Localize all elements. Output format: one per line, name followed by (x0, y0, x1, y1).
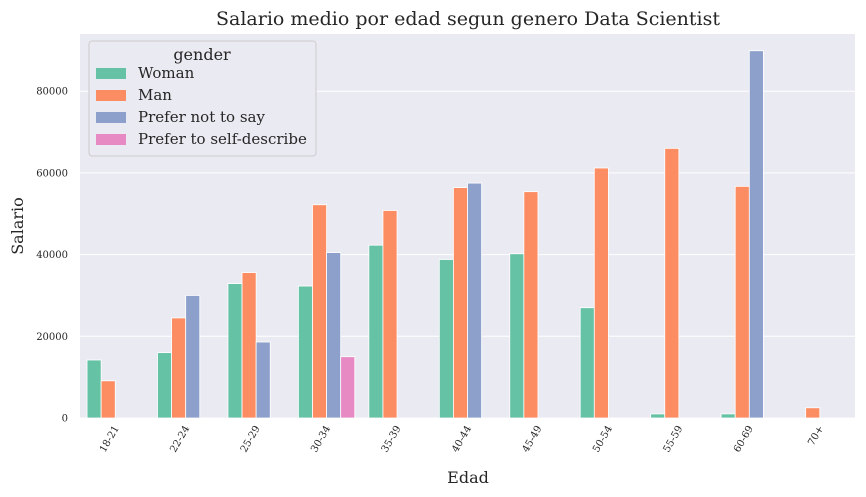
bar-man-30-34 (312, 204, 327, 419)
x-tick-labels: 18-21 22-24 25-29 30-34 35-39 40-44 45-49 50-54… (98, 424, 826, 454)
x-tick-label: 25-29 (239, 424, 263, 454)
x-tick-label: 45-49 (521, 424, 545, 454)
bar-prefer-not-to-say-40-44 (467, 182, 482, 419)
x-tick-label: 18-21 (98, 424, 122, 454)
legend-entry: Man (138, 86, 172, 104)
bar-man-50-54 (593, 167, 609, 419)
bars (86, 50, 821, 419)
bar-man-22-24 (171, 317, 187, 419)
bar-man-70+ (805, 407, 821, 419)
bar-man-45-49 (523, 191, 539, 419)
bar-woman-55-59 (650, 413, 666, 419)
bar-woman-60-69 (720, 413, 736, 419)
y-tick-label: 20000 (36, 332, 68, 343)
legend-entry: Prefer not to say (138, 108, 265, 126)
bar-prefer-not-to-say-30-34 (326, 252, 342, 419)
bar-prefer-not-to-say-25-29 (255, 341, 271, 419)
bar-woman-40-44 (438, 259, 454, 419)
legend-box (88, 40, 317, 157)
x-tick-label: 30-34 (309, 424, 333, 454)
legend-swatch (96, 112, 126, 123)
legend-swatch (96, 68, 126, 79)
x-tick-label: 55-59 (662, 424, 686, 454)
bar-man-55-59 (664, 147, 680, 419)
bar-man-25-29 (241, 272, 257, 419)
x-tick-label: 22-24 (168, 424, 192, 454)
y-axis-label: Salario (8, 197, 27, 255)
legend-title: gender (173, 45, 231, 64)
legend-entry: Woman (138, 64, 195, 82)
bar-woman-50-54 (579, 307, 595, 419)
bar-prefer-not-to-say-22-24 (185, 295, 201, 419)
bar-prefer-to-self-describe-30-34 (340, 356, 356, 419)
bar-woman-30-34 (298, 285, 313, 419)
x-tick-label: 35-39 (380, 424, 404, 454)
bar-man-35-39 (382, 210, 398, 419)
bar-man-40-44 (453, 187, 468, 419)
bar-woman-45-49 (509, 253, 525, 419)
x-tick-label: 60-69 (732, 424, 756, 454)
y-tick-label: 80000 (36, 87, 68, 98)
y-tick-label: 60000 (36, 168, 68, 179)
bar-man-60-69 (734, 185, 750, 419)
y-tick-labels: 0 20000 40000 60000 80000 (36, 87, 68, 425)
x-tick-label: 70+ (806, 424, 826, 448)
bar-woman-35-39 (368, 244, 384, 419)
bar-woman-22-24 (157, 352, 172, 419)
legend: gender Woman Man Prefer not to say Prefer t… (88, 40, 317, 157)
x-tick-label: 50-54 (591, 424, 615, 454)
legend-swatch (96, 90, 126, 101)
legend-entry: Prefer to self-describe (138, 130, 307, 148)
y-tick-label: 40000 (36, 250, 68, 261)
x-axis-label: Edad (447, 468, 489, 487)
bar-prefer-not-to-say-60-69 (748, 50, 764, 419)
y-tick-label: 0 (62, 414, 68, 425)
bar-woman-25-29 (227, 283, 243, 419)
bar-man-18-21 (100, 380, 116, 419)
x-tick-label: 40-44 (450, 424, 474, 454)
chart-title: Salario medio por edad segun genero Data… (216, 8, 720, 30)
legend-swatch (96, 134, 126, 145)
bar-woman-18-21 (86, 359, 102, 419)
